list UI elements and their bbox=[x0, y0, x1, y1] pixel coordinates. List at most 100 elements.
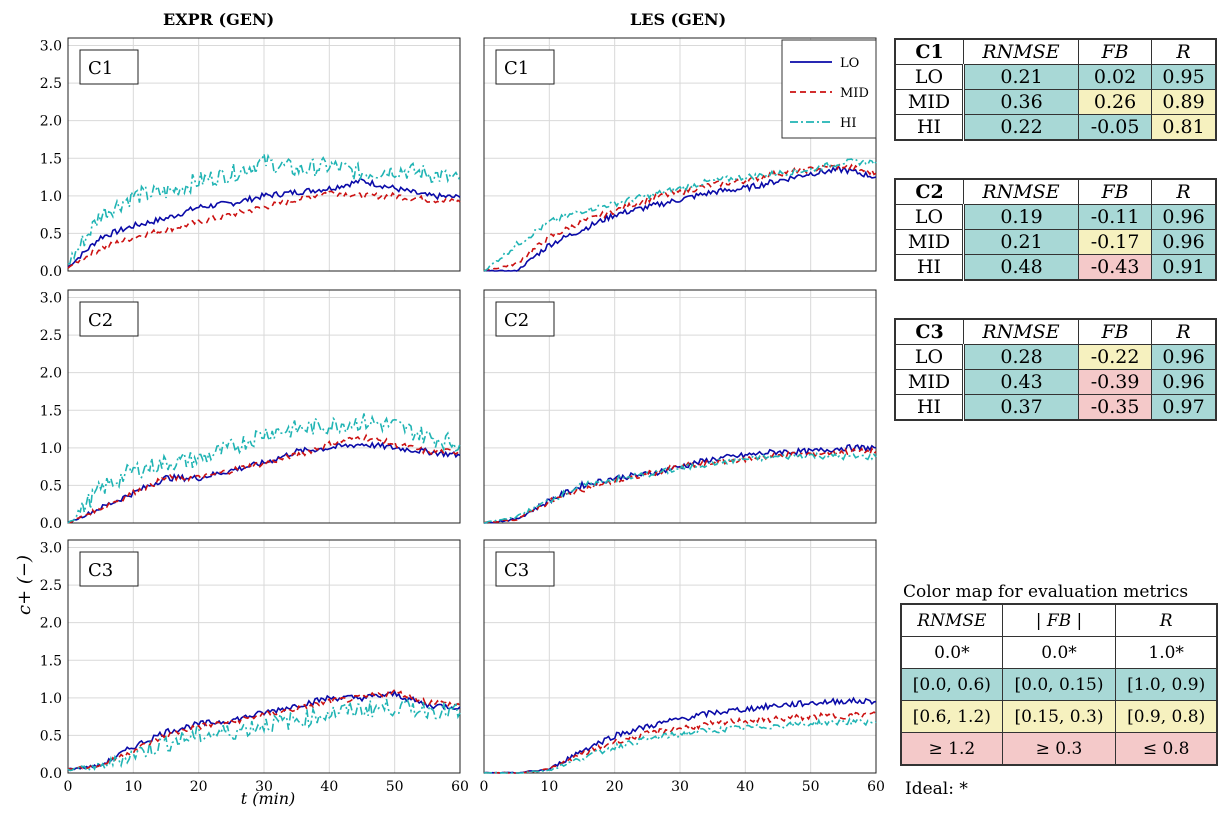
row-label: HI bbox=[894, 394, 965, 421]
cell-rnmse: 0.36 bbox=[962, 89, 1080, 115]
panel-label-box bbox=[79, 301, 139, 337]
chart-figure: 0.0 0.5 1.0 1.5 2.0 2.5 3.0 C1 C1 0.0 0.5 1.0 1.5 2.0… bbox=[14, 37, 885, 808]
colormap-header: RNMSE bbox=[900, 603, 1003, 637]
metrics-table-c3: C3 RNMSE FB R LO 0.28 -0.22 0.96 MID 0.4… bbox=[894, 318, 1217, 421]
series-line-mid bbox=[483, 711, 877, 774]
x-tick-label: 0 bbox=[64, 779, 73, 795]
cell-fb: -0.22 bbox=[1078, 344, 1153, 370]
y-tick-label: 2.0 bbox=[40, 366, 62, 382]
cell-r: 0.96 bbox=[1151, 229, 1217, 255]
x-tick-label: 0 bbox=[480, 779, 489, 795]
cell-rnmse: 0.22 bbox=[962, 114, 1080, 141]
x-tick-label: 30 bbox=[671, 779, 689, 795]
colormap-yellow: [0.15, 0.3) bbox=[1001, 700, 1117, 733]
metrics-table-c2: C2 RNMSE FB R LO 0.19 -0.11 0.96 MID 0.2… bbox=[894, 178, 1217, 281]
panel-label-box bbox=[79, 551, 139, 587]
x-tick-label: 40 bbox=[736, 779, 754, 795]
colormap-green: [0.0, 0.15) bbox=[1001, 668, 1117, 701]
table-case-label: C1 bbox=[894, 38, 964, 65]
y-tick-label: 1.5 bbox=[40, 151, 62, 167]
panel-label: C3 bbox=[88, 560, 113, 581]
cell-fb: -0.43 bbox=[1078, 254, 1153, 281]
x-tick-label: 30 bbox=[255, 779, 273, 795]
colormap-yellow: [0.6, 1.2) bbox=[900, 700, 1003, 733]
cell-r: 0.97 bbox=[1151, 394, 1217, 421]
row-label: LO bbox=[894, 344, 965, 370]
x-tick-label: 60 bbox=[867, 779, 885, 795]
row-label: HI bbox=[894, 254, 965, 281]
x-tick-label: 20 bbox=[190, 779, 208, 795]
y-tick-label: 3.0 bbox=[40, 39, 62, 55]
cell-r: 0.96 bbox=[1151, 369, 1217, 395]
panel-label: C3 bbox=[504, 560, 529, 581]
x-tick-label: 60 bbox=[451, 779, 469, 795]
cell-r: 0.91 bbox=[1151, 254, 1217, 281]
colormap-ideal: 0.0* bbox=[1001, 636, 1117, 669]
plot-frame bbox=[67, 539, 461, 774]
panel-label-box bbox=[495, 551, 555, 587]
y-tick-label: 0.0 bbox=[40, 516, 62, 532]
cell-r: 0.89 bbox=[1151, 89, 1217, 115]
legend-label: MID bbox=[840, 86, 869, 101]
cell-rnmse: 0.21 bbox=[962, 64, 1080, 90]
panel-label-box bbox=[79, 49, 139, 85]
plot-frame bbox=[483, 37, 877, 272]
series-line-hi bbox=[67, 413, 461, 524]
y-tick-label: 0.0 bbox=[40, 264, 62, 280]
y-tick-label: 1.5 bbox=[40, 653, 62, 669]
colormap-red: ≥ 0.3 bbox=[1001, 732, 1117, 766]
metrics-table-c1: C1 RNMSE FB R LO 0.21 0.02 0.95 MID 0.36… bbox=[894, 38, 1217, 141]
y-tick-label: 2.0 bbox=[40, 616, 62, 632]
y-tick-label: 0.5 bbox=[40, 226, 62, 242]
cell-r: 0.96 bbox=[1151, 204, 1217, 230]
x-tick-label: 20 bbox=[606, 779, 624, 795]
legend-label: HI bbox=[840, 116, 856, 131]
header-fb: FB bbox=[1078, 318, 1153, 345]
cell-rnmse: 0.19 bbox=[962, 204, 1080, 230]
series-line-lo bbox=[483, 443, 877, 524]
row-label: MID bbox=[894, 89, 965, 115]
panel-label: C2 bbox=[504, 310, 529, 331]
row-label: MID bbox=[894, 229, 965, 255]
cell-fb: -0.17 bbox=[1078, 229, 1153, 255]
colormap-yellow: [0.9, 0.8) bbox=[1115, 700, 1218, 733]
cell-fb: 0.02 bbox=[1078, 64, 1153, 90]
y-tick-label: 0.5 bbox=[40, 478, 62, 494]
y-tick-label: 1.0 bbox=[40, 691, 62, 707]
cell-fb: -0.11 bbox=[1078, 204, 1153, 230]
series-line-mid bbox=[67, 190, 461, 269]
plot-frame bbox=[483, 289, 877, 524]
ideal-note: Ideal: * bbox=[905, 779, 968, 799]
colormap-header: R bbox=[1115, 603, 1218, 637]
header-r: R bbox=[1151, 178, 1217, 205]
y-tick-label: 1.0 bbox=[40, 189, 62, 205]
colormap-red: ≤ 0.8 bbox=[1115, 732, 1218, 766]
x-axis-label: t (min) bbox=[241, 789, 296, 808]
y-tick-label: 3.0 bbox=[40, 541, 62, 557]
panel-label: C1 bbox=[88, 58, 113, 79]
header-fb: FB bbox=[1078, 178, 1153, 205]
colormap-green: [0.0, 0.6) bbox=[900, 668, 1003, 701]
cell-fb: -0.35 bbox=[1078, 394, 1153, 421]
series-line-hi bbox=[483, 716, 877, 774]
colormap-red: ≥ 1.2 bbox=[900, 732, 1003, 766]
series-line-mid bbox=[483, 163, 877, 272]
cell-fb: -0.05 bbox=[1078, 114, 1153, 141]
colormap-ideal: 0.0* bbox=[900, 636, 1003, 669]
cell-fb: -0.39 bbox=[1078, 369, 1153, 395]
cell-rnmse: 0.28 bbox=[962, 344, 1080, 370]
plot-frame bbox=[483, 539, 877, 774]
series-line-mid bbox=[67, 688, 461, 771]
series-line-hi bbox=[483, 452, 877, 524]
y-tick-label: 2.0 bbox=[40, 114, 62, 130]
cell-rnmse: 0.37 bbox=[962, 394, 1080, 421]
x-tick-label: 10 bbox=[540, 779, 558, 795]
y-tick-label: 3.0 bbox=[40, 291, 62, 307]
plot-frame bbox=[67, 289, 461, 524]
x-tick-label: 50 bbox=[802, 779, 820, 795]
cell-r: 0.81 bbox=[1151, 114, 1217, 141]
row-label: HI bbox=[894, 114, 965, 141]
series-line-hi bbox=[67, 150, 461, 265]
cell-rnmse: 0.48 bbox=[962, 254, 1080, 281]
plot-frame bbox=[67, 37, 461, 272]
